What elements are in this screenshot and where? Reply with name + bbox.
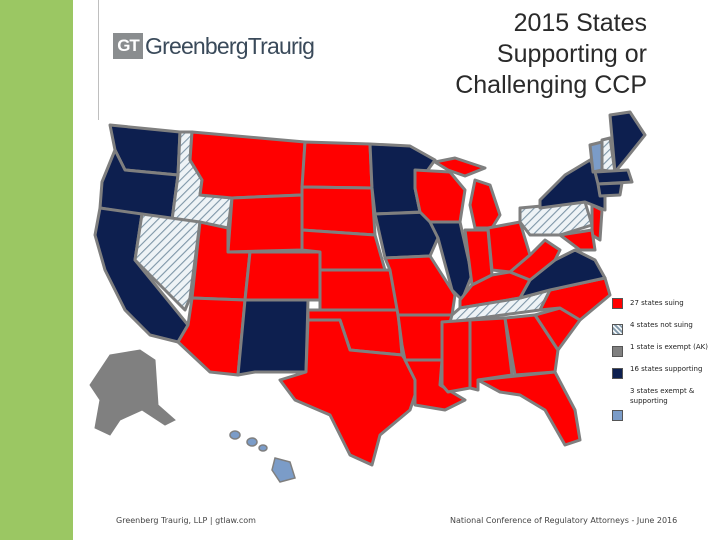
state-co	[243, 250, 322, 302]
company-logo: GT GreenbergTraurig	[113, 30, 315, 62]
us-map	[89, 110, 647, 483]
state-ma	[593, 168, 634, 186]
legend-label: 1 state is exempt (AK)	[630, 343, 708, 351]
state-ny	[538, 158, 607, 212]
state-md	[558, 228, 597, 252]
legend-label: 4 states not suing	[630, 321, 693, 329]
state-az	[176, 296, 247, 377]
legend-label: 3 states exempt & supporting	[630, 387, 695, 405]
state-hi	[229, 430, 296, 483]
state-ms	[440, 318, 472, 394]
legend-item-supporting: 16 states supporting	[612, 364, 720, 386]
title-line-3: Challenging CCP	[455, 71, 647, 99]
swatch-supporting	[612, 368, 623, 379]
state-mt	[188, 130, 307, 200]
title-line-1: 2015 States	[513, 9, 647, 37]
state-vt	[588, 140, 604, 174]
footer-right: National Conference of Regulatory Attorn…	[450, 516, 678, 525]
legend-item-not-suing: 4 states not suing	[612, 320, 720, 342]
state-ct	[596, 181, 624, 198]
slide-title: 2015 States Supporting or Challenging CC…	[347, 8, 647, 101]
state-ks	[318, 268, 400, 312]
legend-item-exempt: 1 state is exempt (AK)	[612, 342, 720, 364]
state-wv	[508, 238, 562, 282]
state-nv	[133, 212, 202, 312]
swatch-suing	[612, 298, 623, 309]
swatch-exempt-supporting	[612, 410, 623, 421]
swatch-exempt	[612, 346, 623, 357]
state-wy	[226, 193, 304, 254]
legend-item-suing: 27 states suing	[612, 298, 720, 320]
state-wi	[413, 168, 467, 224]
swatch-not-suing	[612, 324, 623, 335]
title-line-2: Supporting or	[496, 40, 647, 68]
map-legend: 27 states suing 4 states not suing 1 sta…	[612, 298, 720, 421]
state-mi-upper	[433, 156, 487, 178]
state-nd	[300, 140, 374, 190]
header-divider	[98, 0, 99, 120]
logo-name: GreenbergTraurig	[145, 32, 315, 59]
state-fl	[476, 370, 582, 447]
legend-label: 27 states suing	[630, 299, 684, 307]
state-tx	[278, 318, 422, 467]
state-nj	[590, 203, 604, 242]
logo-mark: GT	[113, 33, 143, 59]
state-sd	[300, 185, 377, 237]
legend-label: 16 states supporting	[630, 365, 703, 373]
state-nm	[236, 298, 310, 377]
state-mi	[468, 178, 502, 230]
legend-item-exempt-supporting: 3 states exempt & supporting	[612, 386, 720, 421]
state-ak	[89, 349, 176, 436]
left-accent-bar	[0, 0, 73, 540]
state-me	[608, 110, 647, 174]
footer-left: Greenberg Traurig, LLP | gtlaw.com	[116, 516, 256, 525]
